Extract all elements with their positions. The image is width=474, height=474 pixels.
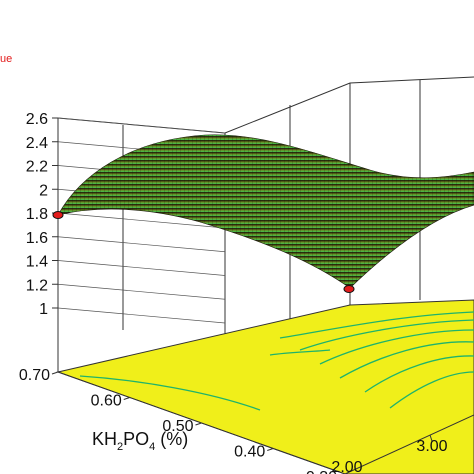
z-tick-label: 2.2 <box>26 159 48 176</box>
x-axis-ticks: 0.70 0.60 0.50 0.40 0.30 <box>19 367 345 474</box>
design-point-marker <box>343 285 355 293</box>
x-tick-label: 0.40 <box>234 444 265 461</box>
x-tick-mark <box>195 422 202 426</box>
x-tick-label: 0.60 <box>91 393 122 410</box>
z-tick-label: 1.2 <box>26 277 48 294</box>
response-surface <box>57 134 474 289</box>
x-tick-mark <box>267 448 274 451</box>
x-tick-label: 0.70 <box>19 367 50 384</box>
x-axis-title: KH2PO4 (%) <box>92 429 188 453</box>
z-tick-label: 1.8 <box>26 206 48 223</box>
z-tick-label: 1.4 <box>26 254 48 271</box>
x-tick-label: 0.50 <box>162 418 193 435</box>
contour-lines <box>79 311 474 411</box>
design-points <box>52 211 355 293</box>
x-tick-mark <box>123 397 130 400</box>
z-tick-label: 2.6 <box>26 111 48 128</box>
z-gridline <box>57 117 226 134</box>
z-tick-label: 1.6 <box>26 230 48 247</box>
z-gridline <box>57 307 226 324</box>
y-axis-line <box>344 414 474 474</box>
z-tick-label: 2 <box>39 182 48 199</box>
design-point-marker <box>52 211 64 219</box>
y-tick-mark <box>429 434 433 442</box>
y-tick-label: 2.00 <box>331 459 362 474</box>
z-gridline <box>57 236 226 253</box>
x-tick-label: 0.30 <box>306 469 337 474</box>
z-tick-label: 1 <box>39 301 48 318</box>
z-gridline <box>57 212 226 229</box>
y-axis-ticks: 2.00 3.00 <box>331 434 448 474</box>
z-tick-label: 2.4 <box>26 135 48 152</box>
z-gridline <box>57 260 226 276</box>
design-point-legend-label: ue <box>0 53 12 65</box>
y-tick-label: 3.00 <box>416 438 447 455</box>
x-tick-mark <box>51 371 59 375</box>
z-gridline <box>57 283 226 300</box>
z-axis-ticks: 2.6 2.4 2.2 2 1.8 1.6 1.4 1.2 1 <box>26 111 58 318</box>
